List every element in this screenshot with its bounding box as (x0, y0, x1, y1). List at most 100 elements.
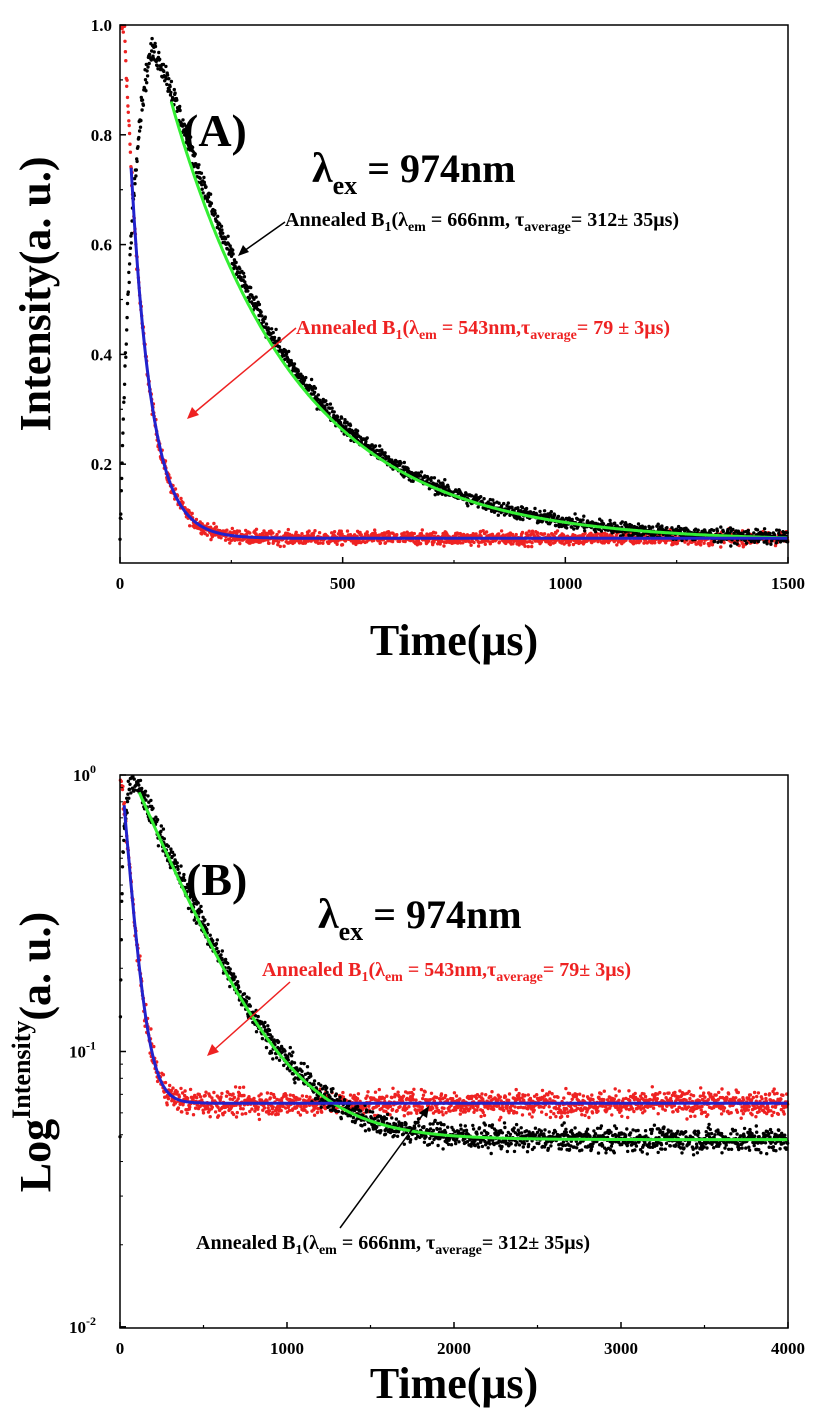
data-point (125, 315, 129, 320)
data-point (548, 1115, 553, 1120)
data-point (482, 497, 486, 501)
data-point (479, 1114, 483, 1119)
data-point (294, 530, 298, 534)
data-point (179, 496, 183, 501)
data-point (178, 108, 182, 113)
data-point (276, 540, 281, 544)
data-point (419, 470, 424, 474)
data-point (721, 529, 725, 534)
data-point (687, 1089, 691, 1094)
data-point (166, 844, 171, 848)
data-point (520, 1113, 525, 1117)
data-point (176, 867, 180, 871)
data-point (402, 1114, 406, 1118)
y-tick-label: 0.4 (91, 345, 113, 364)
data-point (702, 1091, 706, 1095)
data-point (481, 1110, 485, 1115)
data-point (428, 1098, 432, 1102)
data-point (720, 1087, 724, 1091)
data-point (549, 1109, 553, 1114)
data-point (498, 1095, 502, 1099)
data-point (128, 253, 132, 257)
data-point (419, 531, 424, 536)
data-point (675, 541, 680, 545)
data-point (299, 1104, 303, 1109)
data-point (548, 542, 553, 547)
data-point (123, 39, 127, 43)
data-point (530, 541, 534, 545)
data-point (223, 1110, 227, 1115)
data-point (626, 1115, 630, 1120)
data-point (176, 1106, 181, 1110)
x-tick-label: 0 (116, 574, 125, 593)
data-point (127, 270, 131, 275)
data-point (298, 1097, 302, 1101)
data-point (599, 1092, 603, 1096)
data-point (155, 63, 159, 68)
data-point (244, 1111, 248, 1116)
data-point (597, 1097, 601, 1101)
data-point (181, 118, 185, 122)
data-point (156, 844, 161, 848)
data-point (120, 443, 125, 448)
data-point (512, 539, 516, 543)
data-point (315, 1110, 320, 1115)
data-point (317, 531, 322, 535)
data-point (168, 84, 172, 89)
data-point (575, 1092, 579, 1097)
data-point (560, 1114, 564, 1119)
data-point (663, 1108, 667, 1112)
data-point (122, 396, 126, 400)
data-point (143, 793, 147, 797)
data-point (452, 1091, 457, 1095)
data-point (188, 524, 192, 528)
data-point (125, 799, 130, 804)
data-point (420, 1105, 424, 1109)
data-point (177, 871, 181, 875)
data-point (145, 74, 150, 78)
data-point (171, 1086, 175, 1090)
data-point (651, 525, 655, 529)
data-point (521, 517, 525, 522)
data-point (729, 1111, 733, 1115)
data-point (656, 1112, 660, 1116)
data-point (209, 537, 213, 542)
data-point (153, 41, 157, 46)
data-point (165, 1103, 169, 1107)
data-point (419, 1087, 424, 1092)
data-point (638, 539, 643, 543)
data-point (304, 375, 308, 380)
x-tick-label: 500 (330, 574, 356, 593)
data-point (383, 541, 388, 545)
data-point (483, 542, 487, 546)
data-point (527, 529, 531, 533)
data-point (205, 533, 209, 537)
data-point (476, 544, 481, 548)
data-point (552, 513, 557, 517)
data-point (173, 91, 177, 95)
data-point (126, 104, 130, 108)
data-point (573, 512, 577, 516)
data-point (673, 1090, 677, 1095)
data-point (665, 1104, 669, 1108)
data-point (769, 1109, 773, 1113)
data-point (195, 1095, 199, 1100)
data-point (532, 1108, 536, 1112)
data-point (552, 1112, 556, 1116)
data-point (120, 787, 125, 792)
data-point (235, 1110, 239, 1115)
data-point (741, 542, 745, 546)
data-point (656, 522, 660, 526)
data-point (747, 1104, 751, 1109)
data-point (126, 779, 130, 783)
data-point (210, 1096, 214, 1100)
data-point (121, 850, 126, 854)
data-point (172, 87, 176, 92)
data-point (686, 1105, 691, 1109)
data-point (149, 1027, 153, 1031)
data-point (187, 132, 191, 136)
data-point (565, 1114, 570, 1119)
data-point (193, 152, 197, 156)
data-point (127, 262, 132, 266)
